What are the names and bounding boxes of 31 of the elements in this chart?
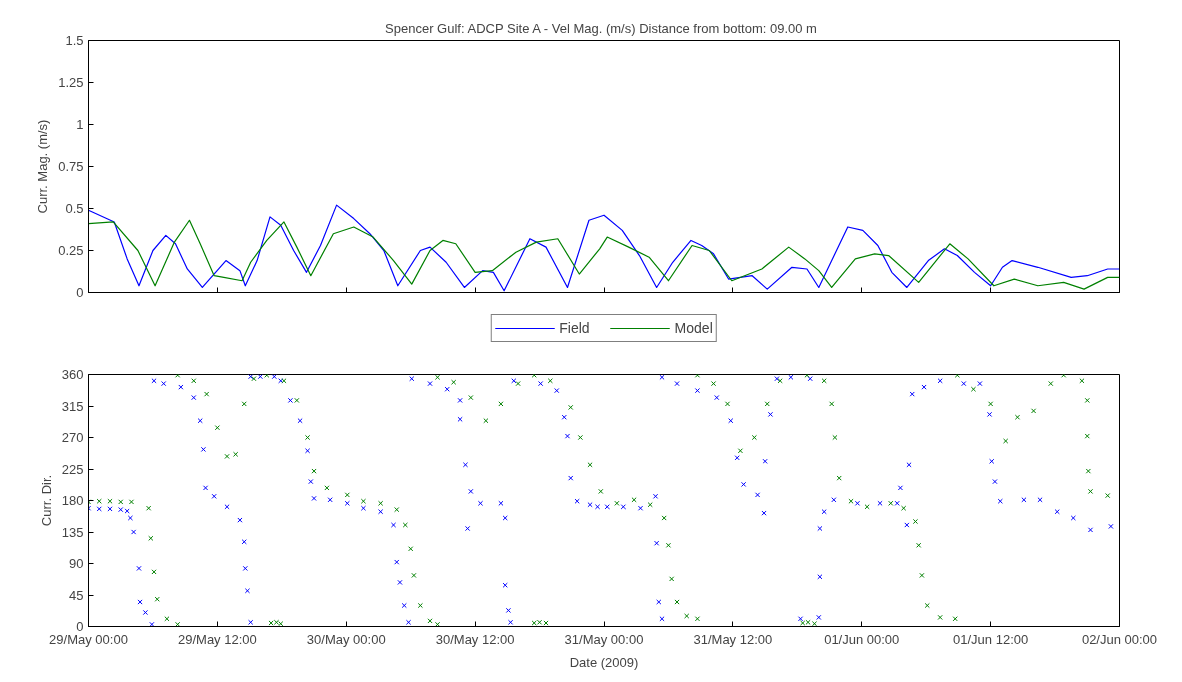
x-axis-title: Date (2009) [569,654,639,670]
y-tick-label: 180 [61,493,84,508]
y-tick-label: 270 [61,430,84,445]
y-tick-label: 0.25 [58,243,84,258]
x-tick-label: 01/Jun 12:00 [953,631,1029,647]
y-axis-title: Curr. Dir. [38,474,54,527]
y-tick-label: 315 [61,398,84,414]
y-tick-label: 0.5 [65,201,84,216]
y-tick-label: 0 [76,619,84,634]
y-tick-label: 225 [61,461,84,477]
x-tick-label: 29/May 00:00 [49,631,128,647]
x-tick-label: 01/Jun 00:00 [824,631,900,647]
y-tick-label: 135 [61,524,84,540]
y-axis-title: Curr. Mag. (m/s) [35,119,51,214]
y-tick-label: 0.75 [58,159,84,174]
y-tick-label: 1.5 [65,33,84,48]
y-tick-label: 45 [69,587,84,603]
chart-title: Spencer Gulf: ADCP Site A - Vel Mag. (m/s) Distance from bottom: 09.00 m [385,20,817,36]
y-tick-label: 360 [61,367,84,382]
x-tick-label: 30/May 12:00 [435,631,515,647]
x-tick-label: 30/May 00:00 [306,631,386,647]
legend-label: Field [559,320,590,336]
x-tick-label: 29/May 12:00 [177,631,257,647]
y-tick-label: 1 [76,117,84,132]
y-tick-label: 1.25 [58,75,84,90]
x-tick-label: 31/May 00:00 [564,631,644,647]
x-tick-label: 02/Jun 00:00 [1081,631,1158,647]
y-tick-label: 90 [69,556,84,571]
x-tick-label: 31/May 12:00 [693,631,773,647]
y-tick-label: 0 [76,285,84,300]
legend-label: Model [674,320,713,336]
